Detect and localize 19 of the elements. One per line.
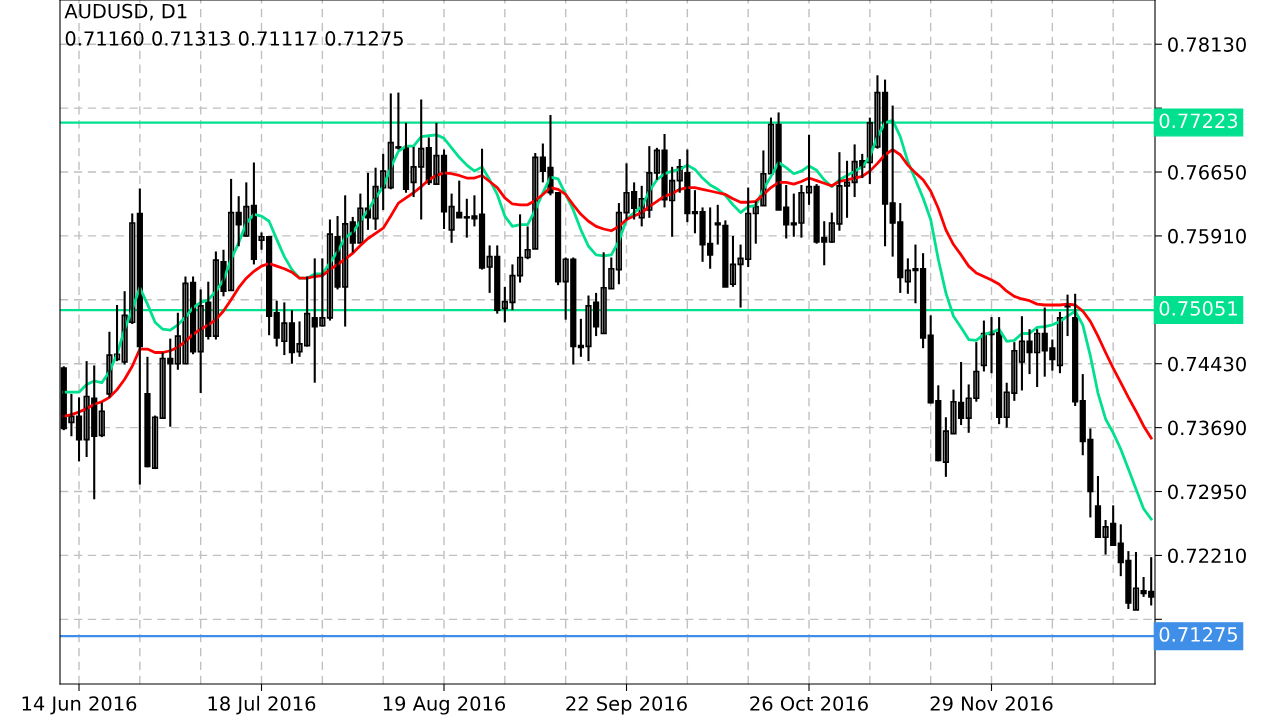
y-tick-label: 0.74430 <box>1168 356 1246 372</box>
x-tick-label: 26 Oct 2016 <box>750 696 868 711</box>
ref-line-label: 0.75051 <box>1159 301 1237 316</box>
ref-line-label: 0.77223 <box>1159 113 1238 129</box>
y-tick-label: 0.75910 <box>1168 228 1246 244</box>
text: 0.71160 0.71313 0.71117 0.71275 <box>65 31 403 46</box>
x-tick-label: 19 Aug 2016 <box>383 696 506 715</box>
x-tick-label: 29 Nov 2016 <box>930 696 1053 711</box>
y-tick-label: 0.73690 <box>1168 420 1246 436</box>
x-tick-label: 18 Jul 2016 <box>208 695 316 715</box>
chart-title: AUDUSD, D1 <box>64 3 187 21</box>
y-tick-label: 0.76650 <box>1168 164 1246 180</box>
x-tick-label: 22 Sep 2016 <box>566 696 687 715</box>
x-tick-label: 14 Jun 2016 <box>22 696 137 715</box>
line-series <box>62 148 1153 440</box>
y-tick-label: 0.72210 <box>1168 548 1246 564</box>
ref-line-label: 0.71275 <box>1159 627 1237 642</box>
y-tick-label: 0.72950 <box>1168 484 1246 500</box>
y-tick-label: 0.78130 <box>1168 37 1246 52</box>
